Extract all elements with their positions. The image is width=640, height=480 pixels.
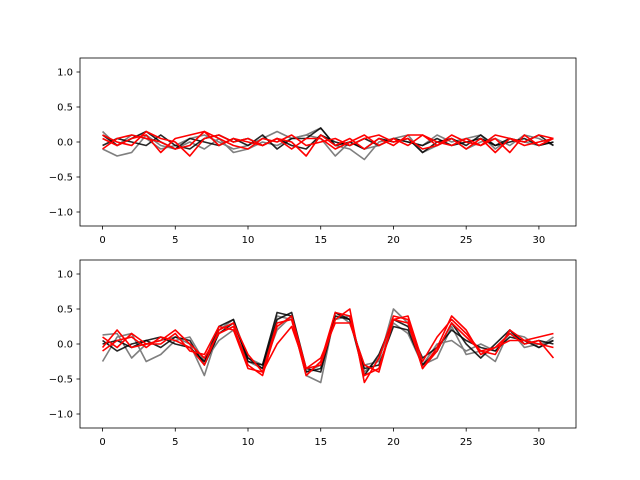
x-tick-label: 5 xyxy=(172,235,178,246)
x-tick-label: 0 xyxy=(99,235,105,246)
x-tick-label: 20 xyxy=(387,235,400,246)
y-tick-label: −0.5 xyxy=(49,173,73,184)
y-tick-label: 0.5 xyxy=(57,103,73,114)
y-tick-label: 1.0 xyxy=(57,270,73,281)
x-tick-label: 30 xyxy=(533,235,546,246)
x-tick-label: 0 xyxy=(99,437,105,448)
black-series-line-3 xyxy=(102,134,554,150)
y-tick-label: 0.0 xyxy=(57,340,73,351)
x-tick-label: 10 xyxy=(242,437,255,448)
y-tick-label: 0.0 xyxy=(57,138,73,149)
x-tick-label: 15 xyxy=(314,235,327,246)
x-tick-label: 10 xyxy=(242,235,255,246)
y-tick-label: 0.5 xyxy=(57,305,73,316)
y-tick-label: −1.0 xyxy=(49,410,73,421)
y-tick-label: −0.5 xyxy=(49,375,73,386)
series-group xyxy=(101,308,555,384)
series-group xyxy=(101,127,554,161)
x-tick-label: 25 xyxy=(460,235,473,246)
y-tick-label: −1.0 xyxy=(49,208,73,219)
black-series-line-2 xyxy=(102,127,554,154)
red-series-line-6 xyxy=(102,130,554,157)
subplot-bottom: 0 5 10 15 20 25 30 −1.0 −0.5 0.0 0.5 1.0 xyxy=(49,259,577,448)
x-tick-label: 30 xyxy=(533,437,546,448)
x-tick-label: 25 xyxy=(460,437,473,448)
x-tick-label: 5 xyxy=(172,437,178,448)
x-tick-label: 20 xyxy=(387,437,400,448)
red-series-line-6 xyxy=(102,318,554,373)
subplot-top: 0 5 10 15 20 25 30 −1.0 −0.5 0.0 0.5 1.0 xyxy=(49,57,577,246)
x-tick-label: 15 xyxy=(314,437,327,448)
y-tick-label: 1.0 xyxy=(57,68,73,79)
